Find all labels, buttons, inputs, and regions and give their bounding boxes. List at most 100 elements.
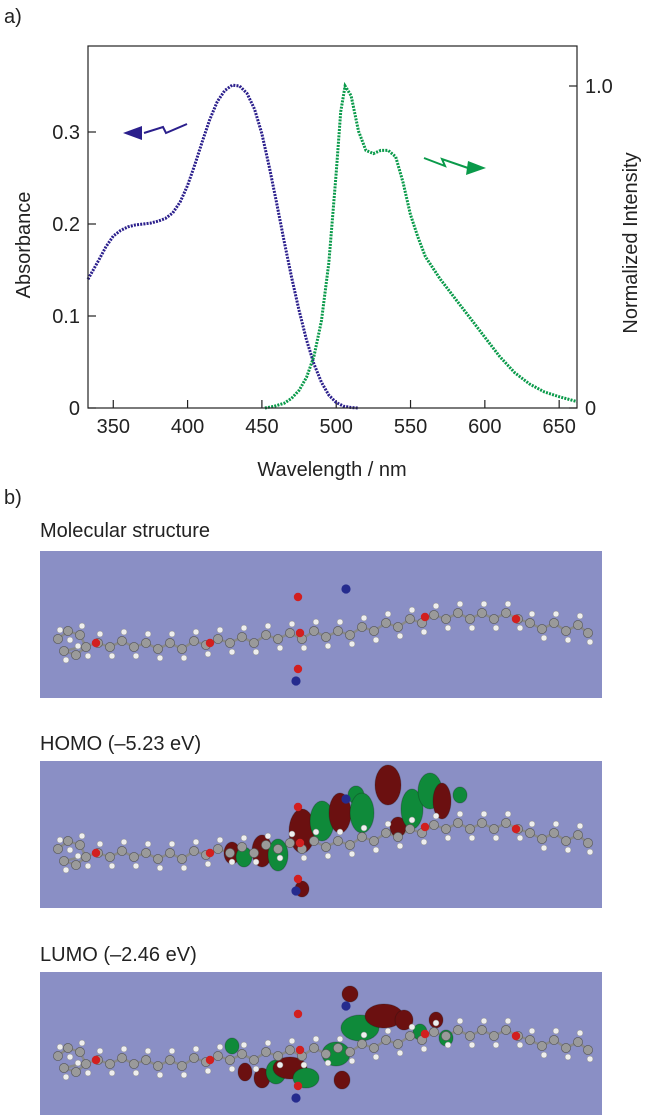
hydrogen-atom [228, 858, 236, 866]
hydrogen-atom [132, 652, 140, 660]
hydrogen-atom [240, 1041, 248, 1049]
hydrogen-atom [56, 836, 64, 844]
carbon-atom [177, 854, 187, 864]
hydrogen-atom [84, 1069, 92, 1077]
hydrogen-atom [180, 864, 188, 872]
plot-frame [87, 45, 578, 409]
hydrogen-atom [276, 644, 284, 652]
emission-series-line [264, 81, 578, 410]
carbon-atom [249, 638, 259, 648]
hydrogen-atom [372, 1053, 380, 1061]
carbon-atom [583, 838, 593, 848]
molecular-structure-title: Molecular structure [40, 520, 211, 542]
carbon-atom [141, 848, 151, 858]
hydrogen-atom [276, 854, 284, 862]
carbon-atom [129, 852, 139, 862]
carbon-atom [405, 824, 415, 834]
hydrogen-atom [78, 832, 86, 840]
hydrogen-atom [300, 644, 308, 652]
negative-orbital-lobe [341, 985, 359, 1003]
carbon-atom [71, 650, 81, 660]
absorbance-series-line [86, 83, 359, 410]
lumo-title: LUMO (–2.46 eV) [40, 944, 197, 966]
hydrogen-atom [504, 810, 512, 818]
carbon-atom [81, 642, 91, 652]
lumo-orbital-svg [53, 985, 594, 1103]
hydrogen-atom [66, 846, 74, 854]
hydrogen-atom [480, 600, 488, 608]
carbon-atom [249, 848, 259, 858]
hydrogen-atom [120, 628, 128, 636]
carbon-atom [309, 836, 319, 846]
hydrogen-atom [216, 626, 224, 634]
x-tick-label: 450 [245, 416, 278, 438]
hydrogen-atom [564, 636, 572, 644]
carbon-atom [75, 840, 85, 850]
oxygen-atom [511, 614, 521, 624]
hydrogen-atom [312, 1035, 320, 1043]
hydrogen-atom [444, 624, 452, 632]
hydrogen-atom [252, 1065, 260, 1073]
carbon-atom [237, 1049, 247, 1059]
carbon-atom [129, 642, 139, 652]
x-tick-label: 500 [320, 416, 353, 438]
carbon-atom [105, 642, 115, 652]
carbon-atom [321, 632, 331, 642]
carbon-atom [345, 630, 355, 640]
y-left-tick-label: 0.2 [52, 214, 80, 236]
carbon-atom [345, 840, 355, 850]
carbon-atom [285, 838, 295, 848]
emission-arrow-icon [423, 157, 486, 175]
carbon-atom [261, 1047, 271, 1057]
hydrogen-atom [180, 654, 188, 662]
hydrogen-atom [180, 1071, 188, 1079]
hydrogen-atom [444, 1041, 452, 1049]
carbon-atom [321, 842, 331, 852]
x-tick-label: 350 [97, 416, 130, 438]
carbon-atom [53, 634, 63, 644]
hydrogen-atom [586, 638, 594, 646]
hydrogen-atom [324, 1059, 332, 1067]
carbon-atom [261, 840, 271, 850]
oxygen-atom [293, 664, 303, 674]
molecular-structure-image [40, 551, 602, 698]
x-tick-label: 550 [394, 416, 427, 438]
y-right-tick-label: 0 [585, 398, 596, 420]
hydrogen-atom [144, 840, 152, 848]
carbon-atom [153, 644, 163, 654]
carbon-atom [309, 626, 319, 636]
hydrogen-atom [216, 1043, 224, 1051]
oxygen-atom [205, 638, 215, 648]
negative-orbital-lobe [394, 1009, 414, 1031]
hydrogen-atom [360, 1031, 368, 1039]
oxygen-atom [293, 874, 303, 884]
hydrogen-atom [74, 1059, 82, 1067]
positive-orbital-lobe [267, 838, 289, 872]
absorbance-arrow-icon [123, 123, 188, 140]
oxygen-atom [91, 848, 101, 858]
hydrogen-atom [432, 812, 440, 820]
hydrogen-atom [516, 834, 524, 842]
carbon-atom [453, 818, 463, 828]
carbon-atom [189, 846, 199, 856]
hydrogen-atom [360, 824, 368, 832]
hydrogen-atom [120, 1045, 128, 1053]
hydrogen-atom [372, 636, 380, 644]
carbon-atom [453, 608, 463, 618]
carbon-atom [453, 1025, 463, 1035]
oxygen-atom [205, 1055, 215, 1065]
hydrogen-atom [74, 852, 82, 860]
hydrogen-atom [312, 828, 320, 836]
carbon-atom [477, 818, 487, 828]
carbon-atom [573, 1037, 583, 1047]
hydrogen-atom [228, 648, 236, 656]
x-tick-label: 600 [468, 416, 501, 438]
hydrogen-atom [492, 1041, 500, 1049]
hydrogen-atom [192, 1045, 200, 1053]
hydrogen-atom [576, 822, 584, 830]
carbon-atom [153, 854, 163, 864]
hydrogen-atom [420, 1045, 428, 1053]
carbon-atom [273, 1051, 283, 1061]
carbon-atom [105, 1059, 115, 1069]
carbon-atom [53, 1051, 63, 1061]
